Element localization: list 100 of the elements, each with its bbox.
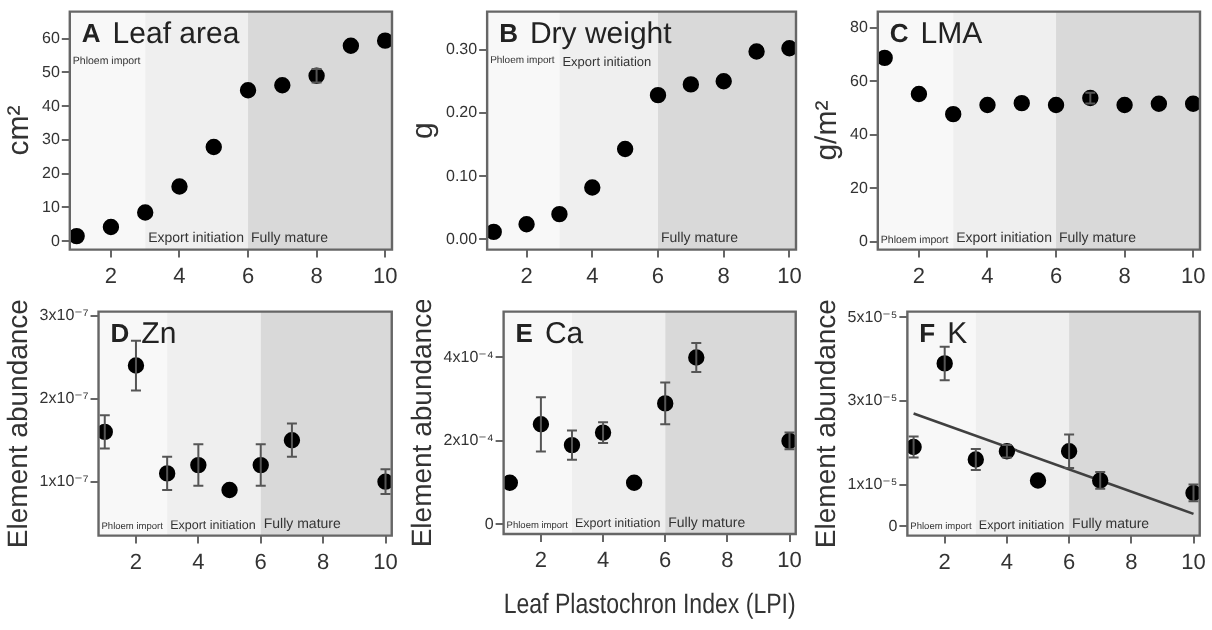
x-tick-label: 6 <box>1049 264 1063 289</box>
x-tick-label: 6 <box>254 550 267 575</box>
point <box>551 205 568 223</box>
y-tick-label: 0.10 <box>445 166 479 185</box>
y-tick-label: 0 <box>888 516 899 535</box>
y-tick-label: 1x10⁻⁷ <box>39 472 89 491</box>
point <box>1116 96 1133 114</box>
point <box>137 204 154 221</box>
x-tick-label: 8 <box>721 549 734 574</box>
point <box>584 179 601 196</box>
x-tick-label: 4 <box>1000 550 1014 575</box>
y-axis-title: Element abundance <box>808 298 841 549</box>
y-tick-label: 80 <box>849 18 869 37</box>
y-tick-label: 0.00 <box>445 229 479 248</box>
y-axis-title: cm² <box>2 105 37 156</box>
x-tick-label: 4 <box>173 264 186 289</box>
y-tick-label: 40 <box>849 125 869 144</box>
y-tick-label: 2x10⁻⁴ <box>443 431 495 450</box>
point <box>616 140 634 158</box>
point <box>1029 472 1047 489</box>
point <box>171 178 188 195</box>
x-tick-label: 6 <box>241 264 255 289</box>
x-tick-label: 8 <box>317 550 330 575</box>
x-tick-label: 8 <box>310 264 323 289</box>
point <box>487 223 502 241</box>
x-tick-label: 8 <box>717 264 730 289</box>
x-tick-label: 2 <box>129 550 143 575</box>
point <box>1184 95 1200 112</box>
point <box>342 37 360 54</box>
point <box>221 481 238 499</box>
point <box>748 43 765 60</box>
x-tick-label: 2 <box>520 264 533 289</box>
y-tick-label: 0 <box>484 514 495 533</box>
y-tick-label: 0 <box>858 232 869 251</box>
y-tick-label: 60 <box>849 71 869 90</box>
y-axis-title: g/m² <box>810 100 845 161</box>
point <box>715 73 732 90</box>
y-tick-label: 0.20 <box>445 103 479 122</box>
x-tick-label: 10 <box>373 550 398 575</box>
y-tick-label: 50 <box>41 62 61 81</box>
annotation: B <box>499 17 518 48</box>
point <box>979 96 996 114</box>
x-tick-label: 8 <box>1125 550 1138 575</box>
x-tick-label: 4 <box>586 264 599 289</box>
point <box>877 49 893 67</box>
x-tick-label: 4 <box>596 549 610 574</box>
point <box>682 76 700 93</box>
point <box>910 85 928 103</box>
point <box>649 86 667 104</box>
y-tick-label: 1x10⁻⁵ <box>847 475 898 494</box>
point <box>205 138 222 156</box>
y-tick-label: 60 <box>41 29 61 48</box>
x-tick-label: 10 <box>777 264 802 289</box>
y-tick-label: 2x10⁻⁷ <box>39 389 89 408</box>
y-tick-label: 3x10⁻⁵ <box>847 391 898 410</box>
point <box>945 105 962 123</box>
chart-title: K <box>947 316 968 351</box>
chart-title: LMA <box>920 16 983 51</box>
y-tick-label: 0 <box>50 231 61 250</box>
x-tick-label: 10 <box>1181 550 1206 575</box>
point <box>102 218 120 236</box>
y-tick-label: 10 <box>41 197 61 216</box>
y-axis-title: g <box>406 122 441 139</box>
x-tick-label: 8 <box>1118 264 1131 289</box>
y-tick-label: 3x10⁻⁷ <box>39 306 89 325</box>
x-tick-label: 10 <box>372 264 398 289</box>
x-tick-label: 6 <box>1062 550 1076 575</box>
annotation: E <box>515 317 534 348</box>
chart-title: Dry weight <box>529 16 674 51</box>
y-tick-label: 0.30 <box>445 39 479 58</box>
point <box>781 40 796 57</box>
annotation: F <box>919 317 936 348</box>
point <box>518 216 535 233</box>
y-tick-label: 20 <box>849 178 869 197</box>
annotation: C <box>889 17 910 48</box>
y-tick-label: 5x10⁻⁵ <box>847 307 898 326</box>
x-tick-label: 6 <box>651 264 665 289</box>
chart-title: Ca <box>544 316 585 351</box>
annotation: D <box>110 317 130 348</box>
point <box>1047 96 1065 114</box>
x-tick-label: 10 <box>777 549 802 574</box>
x-tick-label: 2 <box>104 264 118 289</box>
point <box>69 227 85 245</box>
point <box>239 82 257 99</box>
x-axis-title: Leaf Plastochron Index (LPI) <box>503 586 796 620</box>
point <box>274 76 291 94</box>
y-axis-title: Element abundance <box>404 297 437 548</box>
y-tick-label: 40 <box>41 96 61 115</box>
point <box>376 32 392 49</box>
y-tick-label: 30 <box>41 130 61 149</box>
x-tick-label: 2 <box>534 549 548 574</box>
y-tick-label: 4x10⁻⁴ <box>443 347 495 366</box>
annotation: A <box>81 17 102 48</box>
point <box>503 474 519 491</box>
x-tick-label: 2 <box>938 550 951 575</box>
x-tick-label: 2 <box>912 264 926 289</box>
point <box>625 474 643 491</box>
x-tick-label: 4 <box>981 264 994 289</box>
y-axis-title: Element abundance <box>0 298 33 549</box>
point <box>1150 95 1168 112</box>
